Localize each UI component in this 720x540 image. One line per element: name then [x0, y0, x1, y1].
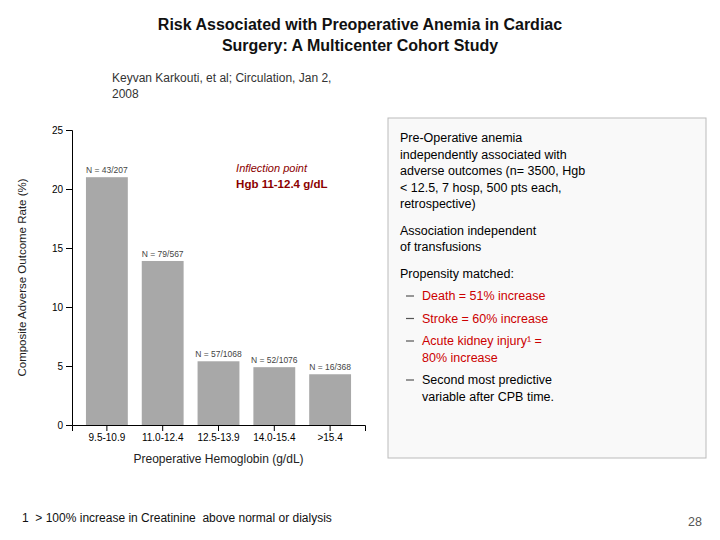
tick: >15.4: [317, 425, 343, 443]
tick-label: 25: [52, 125, 64, 136]
bar: [309, 374, 351, 425]
annotation: Inflection point: [236, 162, 308, 174]
tick-mark: [66, 248, 72, 249]
title-line: Surgery: A Multicenter Cohort Study: [222, 37, 498, 54]
bullet: [406, 295, 414, 296]
bullet: [406, 340, 414, 341]
y-axis-title: Composite Adverse Outcome Rate (%): [16, 178, 28, 376]
note-item-line: Stroke = 60% increase: [422, 312, 548, 326]
footnote: 1 > 100% increase in Creatinine above no…: [22, 511, 332, 525]
text-box: [388, 118, 706, 458]
n-label: N = 57/1068: [195, 349, 242, 359]
tick-label: 14.0-15.4: [253, 432, 296, 443]
page-number: 28: [688, 515, 702, 529]
tick-mark: [218, 425, 219, 431]
tick: 14.0-15.4: [253, 425, 296, 443]
note-line: Propensity matched:: [400, 267, 514, 281]
title: Risk Associated with Preoperative Anemia…: [158, 16, 562, 54]
tick-mark: [162, 425, 163, 431]
tick: 20: [52, 184, 72, 195]
tick-label: 12.5-13.9: [197, 432, 240, 443]
axis-line: [66, 131, 73, 426]
tick-mark: [66, 425, 72, 426]
note-line: independently associated with: [400, 148, 567, 162]
bullet: [406, 379, 414, 380]
tick-label: 10: [52, 302, 64, 313]
tick-label: 9.5-10.9: [89, 432, 126, 443]
note-item-line: 80% increase: [422, 351, 498, 365]
x-axis: 9.5-10.9 11.0-12.4 12.5-13.9 14.0-15.4 >15.4: [73, 425, 366, 443]
bar: [86, 177, 128, 425]
n-label: N = 43/207: [86, 165, 128, 175]
note-item: Acute kidney injury¹ = 80% increase: [422, 334, 542, 365]
note-item-line: variable after CPB time.: [422, 390, 554, 404]
bar-chart: 0 5 10 15 20 25 9.5-10.9 11.0-12.4 12.5-13.9 14.0…: [52, 125, 366, 443]
tick-mark: [274, 425, 275, 431]
tick-mark: [66, 366, 72, 367]
note: Pre-Operative anemia independently associ…: [400, 131, 585, 211]
note-item-line: Death = 51% increase: [422, 289, 545, 303]
tick-mark: [106, 425, 107, 431]
tick-mark: [66, 307, 72, 308]
subtitle-line: Keyvan Karkouti, et al; Circulation, Jan…: [112, 71, 331, 85]
note-line: < 12.5, 7 hosp, 500 pts each,: [400, 181, 562, 195]
tick-label: >15.4: [317, 432, 343, 443]
note-line: of transfusions: [400, 240, 481, 254]
tick: 25: [52, 125, 72, 136]
x-axis-title: Preoperative Hemoglobin (g/dL): [133, 452, 303, 466]
title-line: Risk Associated with Preoperative Anemia…: [158, 16, 562, 33]
note-line: adverse outcomes (n= 3500, Hgb: [400, 164, 585, 178]
tick: 10: [52, 302, 72, 313]
n-labels: N = 43/207 N = 79/567 N = 57/1068 N = 52/10…: [86, 165, 351, 372]
tick-mark: [66, 189, 72, 190]
bar: [198, 361, 240, 425]
tick: 5: [57, 361, 72, 372]
bars: [86, 177, 351, 425]
tick-label: 20: [52, 184, 64, 195]
bullet: [406, 318, 414, 319]
tick: 12.5-13.9: [197, 425, 240, 443]
note: Propensity matched:: [400, 267, 514, 281]
bar: [253, 367, 295, 425]
note: Association independent of transfusions: [400, 224, 537, 255]
subtitle: Keyvan Karkouti, et al; Circulation, Jan…: [112, 71, 331, 101]
note-line: Association independent: [400, 224, 537, 238]
subtitle-line: 2008: [112, 87, 139, 101]
n-label: N = 52/1076: [251, 355, 298, 365]
axis-line: [73, 426, 366, 432]
bar: [142, 261, 184, 425]
tick-label: 15: [52, 243, 64, 254]
tick-mark: [330, 425, 331, 431]
tick: 15: [52, 243, 72, 254]
note-item-line: Second most predictive: [422, 373, 552, 387]
tick: 11.0-12.4: [142, 425, 184, 443]
tick: 9.5-10.9: [89, 425, 126, 443]
slide: Risk Associated with Preoperative Anemia…: [0, 0, 720, 540]
note-item: Death = 51% increase: [422, 289, 545, 303]
tick-label: 11.0-12.4: [142, 432, 184, 443]
tick-label: 5: [57, 361, 63, 372]
tick-label: 0: [57, 420, 63, 431]
note-line: retrospective): [400, 197, 476, 211]
y-axis: 0 5 10 15 20 25: [52, 125, 73, 431]
note-line: Pre-Operative anemia: [400, 131, 522, 145]
annotation: Hgb 11-12.4 g/dL: [236, 178, 327, 190]
note-item-line: Acute kidney injury¹ =: [422, 334, 542, 348]
tick-mark: [66, 130, 72, 131]
note-item: Stroke = 60% increase: [422, 312, 548, 326]
tick: 0: [57, 420, 72, 431]
n-label: N = 16/368: [309, 362, 351, 372]
n-label: N = 79/567: [142, 249, 184, 259]
note-item: Second most predictive variable after CPB…: [422, 373, 554, 404]
